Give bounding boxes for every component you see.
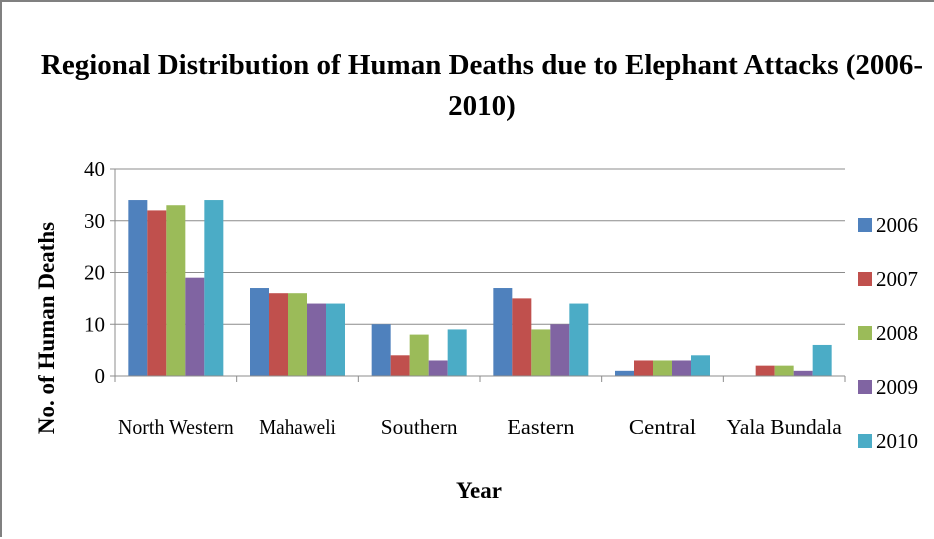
bar-2006: [615, 370, 634, 376]
x-tick-label: Central: [629, 415, 696, 439]
gridlines: [115, 168, 845, 325]
bar-2006: [371, 324, 391, 376]
legend-swatch-2010: [858, 434, 872, 448]
y-tick-label: 0: [95, 364, 106, 388]
bar-2010: [812, 344, 832, 376]
bar-2010: [569, 303, 589, 376]
legend-label-2008: 2008: [876, 321, 918, 345]
y-tick-labels: 0 10 20 30 40: [84, 157, 105, 388]
legend: 2006 2007 2008 2009 2010: [858, 213, 918, 453]
x-tick-label: Mahaweli: [259, 415, 336, 439]
x-tick-label: North Western: [118, 415, 234, 439]
bar-2008: [166, 205, 186, 376]
bar-2010: [691, 355, 710, 376]
bar-2008: [288, 293, 307, 376]
legend-label-2009: 2009: [876, 375, 918, 399]
bar-2008: [774, 365, 794, 376]
axes: [110, 168, 846, 382]
bar-2008: [409, 334, 429, 376]
y-tick-label: 10: [84, 312, 105, 336]
x-tick-label: Southern: [381, 415, 458, 439]
y-tick-label: 20: [84, 261, 105, 285]
bar-2009: [550, 324, 570, 376]
bar-2006: [493, 288, 513, 376]
bar-2007: [512, 298, 532, 376]
bar-2006: [128, 200, 148, 376]
bar-2009: [428, 360, 448, 376]
y-tick-label: 30: [84, 209, 105, 233]
legend-swatch-2008: [858, 326, 872, 340]
legend-swatch-2006: [858, 218, 872, 232]
x-tick-label: Eastern: [507, 415, 575, 439]
bar-2008: [531, 329, 551, 376]
bar-2010: [204, 200, 224, 376]
bars: [128, 200, 832, 376]
bar-2009: [307, 303, 326, 376]
y-tick-label: 40: [84, 157, 105, 181]
bar-2009: [793, 370, 813, 376]
chart-title-line1: Regional Distribution of Human Deaths du…: [41, 49, 923, 81]
bar-2009: [185, 277, 205, 376]
legend-label-2006: 2006: [876, 213, 918, 237]
bar-2007: [634, 360, 653, 376]
y-axis-title: No. of Human Deaths: [34, 222, 59, 434]
bar-2007: [755, 365, 775, 376]
bar-2007: [147, 210, 167, 376]
bar-2006: [250, 288, 269, 376]
x-tick-labels: North Western Mahaweli Southern Eastern Cent…: [118, 415, 842, 439]
bar-2009: [672, 360, 691, 376]
x-tick-label: Yala Bundala: [727, 415, 843, 439]
legend-swatch-2009: [858, 380, 872, 394]
x-axis-title: Year: [456, 478, 502, 503]
legend-label-2007: 2007: [876, 267, 918, 291]
legend-label-2010: 2010: [876, 429, 918, 453]
bar-2010: [447, 329, 467, 376]
bar-2007: [269, 293, 288, 376]
legend-swatch-2007: [858, 272, 872, 286]
bar-2007: [390, 355, 410, 376]
bar-2008: [653, 360, 672, 376]
chart-title-line2: 2010): [448, 90, 516, 122]
bar-2010: [326, 303, 345, 376]
